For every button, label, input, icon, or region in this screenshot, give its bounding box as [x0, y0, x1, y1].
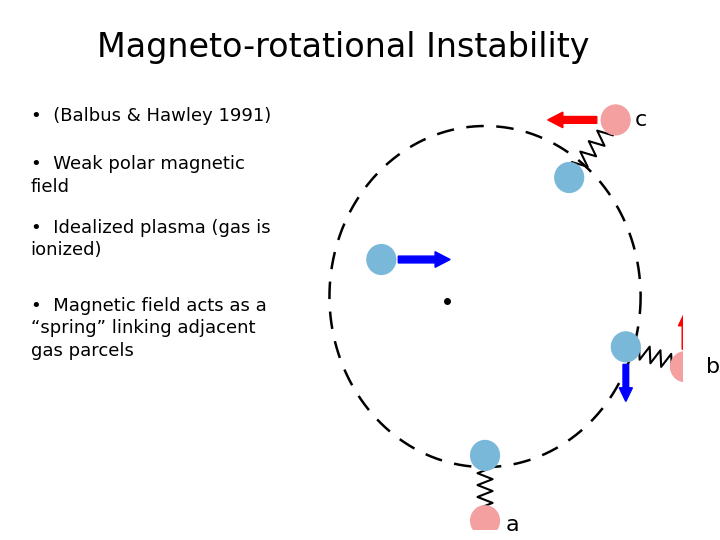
- Circle shape: [611, 331, 641, 362]
- Circle shape: [554, 162, 585, 193]
- Text: a: a: [505, 515, 519, 535]
- FancyArrow shape: [619, 364, 632, 401]
- Circle shape: [366, 244, 397, 275]
- FancyArrow shape: [548, 112, 597, 127]
- Text: Magneto-rotational Instability: Magneto-rotational Instability: [97, 31, 590, 64]
- Text: b: b: [706, 357, 720, 377]
- FancyArrow shape: [398, 252, 450, 267]
- Circle shape: [670, 351, 700, 382]
- Circle shape: [470, 505, 500, 536]
- Text: •  Idealized plasma (gas is
ionized): • Idealized plasma (gas is ionized): [30, 219, 270, 260]
- Text: •  Weak polar magnetic
field: • Weak polar magnetic field: [30, 155, 245, 196]
- Text: •  (Balbus & Hawley 1991): • (Balbus & Hawley 1991): [30, 106, 271, 125]
- Text: c: c: [634, 110, 647, 130]
- FancyArrow shape: [678, 312, 692, 349]
- Circle shape: [470, 440, 500, 471]
- Circle shape: [600, 104, 631, 136]
- Text: •  Magnetic field acts as a
“spring” linking adjacent
gas parcels: • Magnetic field acts as a “spring” link…: [30, 296, 266, 360]
